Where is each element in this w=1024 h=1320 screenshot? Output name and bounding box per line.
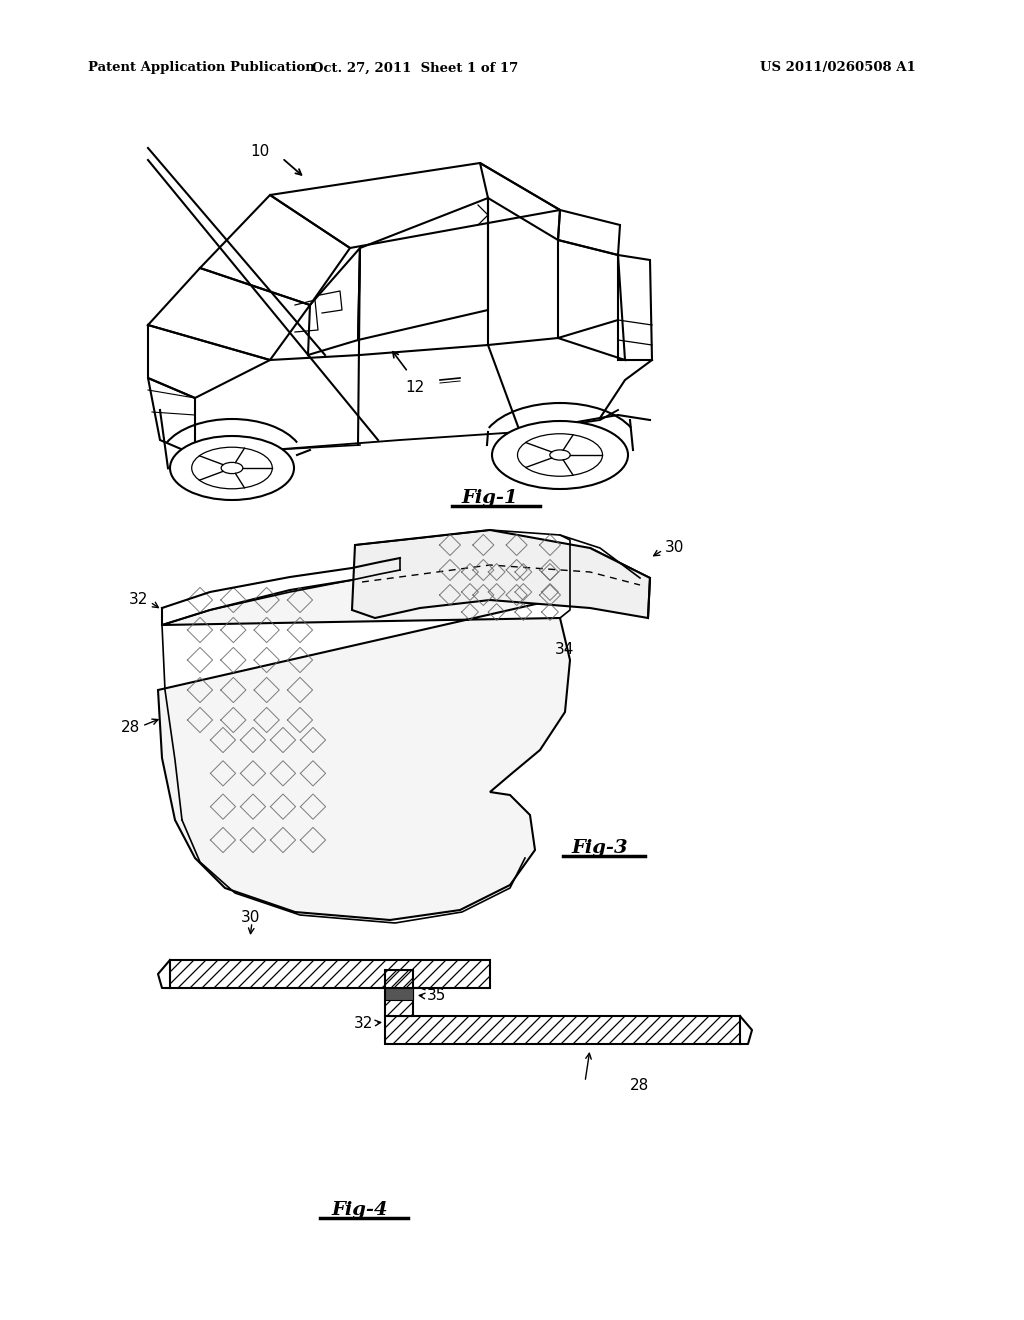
Text: Patent Application Publication: Patent Application Publication	[88, 62, 314, 74]
Text: 34: 34	[427, 978, 446, 994]
Text: 30: 30	[241, 911, 260, 925]
Text: 32: 32	[129, 593, 148, 607]
Polygon shape	[385, 970, 413, 1016]
Text: Fig-1: Fig-1	[462, 488, 518, 507]
Text: 32: 32	[353, 1016, 373, 1031]
Text: 10: 10	[251, 144, 270, 160]
Text: 28: 28	[121, 721, 140, 735]
Text: Fig-3: Fig-3	[571, 840, 629, 857]
Polygon shape	[170, 960, 490, 987]
Polygon shape	[385, 987, 413, 1001]
Text: Oct. 27, 2011  Sheet 1 of 17: Oct. 27, 2011 Sheet 1 of 17	[312, 62, 518, 74]
Text: 30: 30	[665, 540, 684, 556]
Text: 12: 12	[406, 380, 425, 395]
Ellipse shape	[170, 436, 294, 500]
Text: 35: 35	[427, 989, 446, 1003]
Polygon shape	[158, 548, 650, 920]
Text: 28: 28	[630, 1078, 649, 1093]
Text: Fig-4: Fig-4	[332, 1201, 388, 1218]
Text: 34: 34	[555, 643, 574, 657]
Ellipse shape	[492, 421, 628, 488]
Polygon shape	[352, 531, 650, 618]
Text: US 2011/0260508 A1: US 2011/0260508 A1	[760, 62, 915, 74]
Polygon shape	[385, 1016, 740, 1044]
